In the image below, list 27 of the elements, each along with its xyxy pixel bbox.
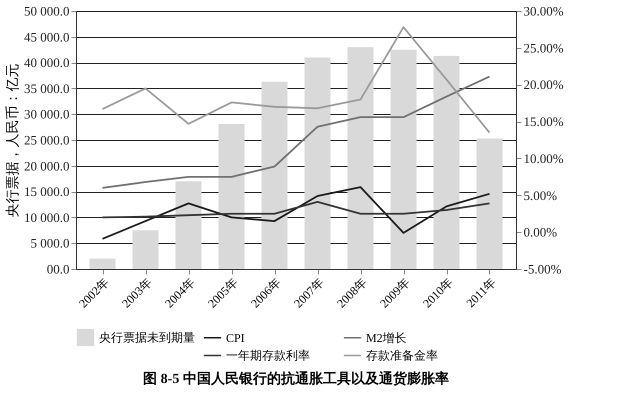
legend-label: CPI bbox=[226, 330, 245, 345]
y-axis-title: 央行票据，人民币：亿元 bbox=[5, 64, 21, 218]
y-tick-label: 40 000.0 bbox=[24, 55, 70, 70]
legend-label: M2增长 bbox=[366, 330, 407, 345]
x-tick-label: 2011年 bbox=[463, 275, 498, 310]
legend-label: 央行票据未到期量 bbox=[99, 330, 195, 344]
y2-tick-label: 20.00% bbox=[524, 77, 564, 92]
y2-tick-label: 25.00% bbox=[524, 40, 564, 56]
y-tick-label: 30 000.0 bbox=[24, 106, 70, 122]
y-tick-label: 15 000.0 bbox=[24, 184, 70, 200]
y2-tick-label: 30.00% bbox=[524, 4, 564, 18]
legend-label: 一年期存款利率 bbox=[226, 348, 310, 362]
text: 图 8-5 中国人民银行的抗通胀工具以及通货膨胀率 bbox=[143, 370, 449, 387]
y-tick-label: 10 000.0 bbox=[24, 210, 70, 225]
y2-tick-label: 15.00% bbox=[524, 114, 564, 130]
y2-tick-label: 0.00% bbox=[524, 224, 558, 240]
y-tick-label: 5 000.0 bbox=[30, 236, 70, 251]
y-tick-label: 25 000.0 bbox=[24, 132, 70, 148]
y2-tick-label: 5.00% bbox=[524, 188, 558, 203]
y2-tick-label: -5.00% bbox=[524, 262, 562, 276]
y2-tick-label: 10.00% bbox=[524, 150, 564, 166]
y-tick-label: 35 000.0 bbox=[24, 80, 70, 96]
y-tick-label: 50 000.0 bbox=[24, 4, 70, 18]
y-tick-label: 00.0 bbox=[46, 262, 70, 276]
y-tick-label: 20 000.0 bbox=[24, 158, 70, 174]
y-tick-label: 45 000.0 bbox=[24, 29, 70, 44]
legend-label: 存款准备金率 bbox=[366, 348, 438, 362]
